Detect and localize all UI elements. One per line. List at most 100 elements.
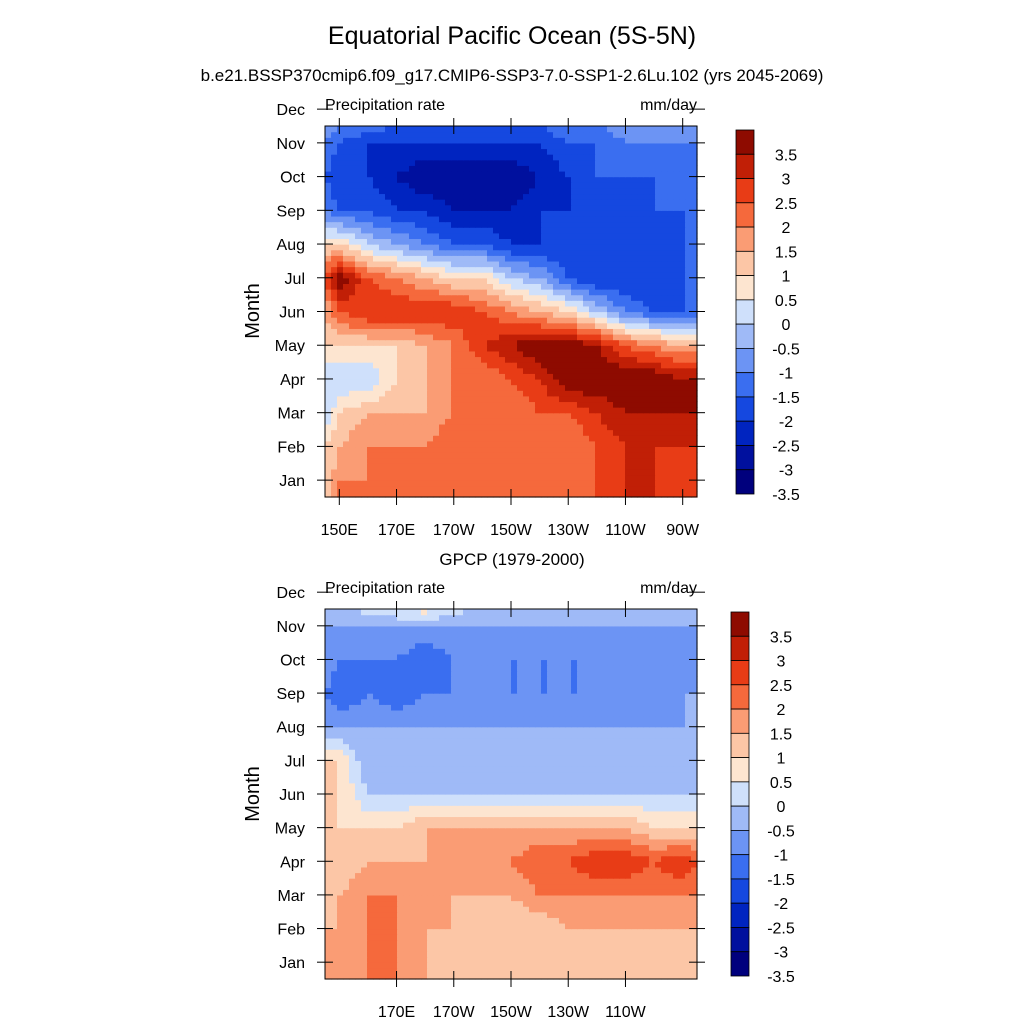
heatmap-cell xyxy=(499,395,506,403)
heatmap-cell xyxy=(631,176,638,183)
heatmap-cell xyxy=(469,266,476,273)
heatmap-cell xyxy=(517,412,524,419)
heatmap-cell xyxy=(661,182,668,189)
heatmap-cell xyxy=(673,339,680,346)
heatmap-cell xyxy=(607,317,614,324)
heatmap-cell xyxy=(667,283,674,290)
heatmap-cell xyxy=(325,435,332,442)
heatmap-cell xyxy=(631,440,638,448)
heatmap-cell xyxy=(481,204,488,211)
heatmap-cell xyxy=(505,244,512,251)
heatmap-cell xyxy=(355,238,362,245)
heatmap-cell xyxy=(451,266,458,273)
heatmap-cell xyxy=(583,204,590,211)
heatmap-cell xyxy=(349,435,356,442)
heatmap-cell xyxy=(625,350,632,358)
heatmap-cell xyxy=(529,272,536,279)
heatmap-cell xyxy=(565,435,572,442)
heatmap-cell xyxy=(433,289,440,296)
heatmap-cell xyxy=(337,973,344,980)
panel-left-label: Precipitation rate xyxy=(325,580,445,597)
heatmap-cell xyxy=(565,401,572,408)
heatmap-cell xyxy=(487,126,494,133)
heatmap-cell xyxy=(469,154,476,161)
heatmap-cell xyxy=(649,199,656,206)
heatmap-cell xyxy=(667,485,674,492)
heatmap-cell xyxy=(355,182,362,189)
heatmap-cell xyxy=(511,154,518,161)
heatmap-cell xyxy=(613,300,620,307)
heatmap-cell xyxy=(445,210,452,217)
heatmap-cell xyxy=(607,435,614,442)
heatmap-cell xyxy=(607,950,614,958)
heatmap-cell xyxy=(355,485,362,492)
heatmap-cell xyxy=(415,423,422,431)
heatmap-cell xyxy=(367,142,374,150)
heatmap-cell xyxy=(433,244,440,251)
heatmap-cell xyxy=(517,176,524,183)
heatmap-cell xyxy=(667,249,674,256)
heatmap-cell xyxy=(355,474,362,481)
heatmap-cell xyxy=(577,423,584,431)
heatmap-cell xyxy=(457,395,464,403)
heatmap-cell xyxy=(463,356,470,363)
heatmap-cell xyxy=(427,491,434,498)
heatmap-cell xyxy=(613,345,620,352)
heatmap-cell xyxy=(487,204,494,211)
heatmap-cell xyxy=(349,928,356,935)
heatmap-cell xyxy=(613,126,620,133)
heatmap-cell xyxy=(691,249,698,256)
heatmap-cell xyxy=(499,480,506,487)
heatmap-cell xyxy=(361,277,368,284)
heatmap-cell xyxy=(361,305,368,313)
heatmap-cell xyxy=(439,973,446,980)
heatmap-cell xyxy=(331,300,338,307)
heatmap-cell xyxy=(397,277,404,284)
heatmap-cell xyxy=(433,328,440,335)
heatmap-cell xyxy=(499,148,506,155)
heatmap-cell xyxy=(499,911,506,918)
heatmap-cell xyxy=(331,407,338,414)
heatmap-cell xyxy=(607,305,614,313)
heatmap-cell xyxy=(421,917,428,924)
heatmap-cell xyxy=(631,457,638,464)
heatmap-cell xyxy=(367,362,374,369)
heatmap-cell xyxy=(493,227,500,234)
heatmap-cell xyxy=(685,945,692,952)
heatmap-cell xyxy=(493,345,500,352)
heatmap-cell xyxy=(415,170,422,178)
heatmap-cell xyxy=(373,131,380,138)
heatmap-cell xyxy=(553,289,560,296)
heatmap-cell xyxy=(529,491,536,498)
heatmap-cell xyxy=(577,260,584,268)
heatmap-cell xyxy=(559,159,566,166)
heatmap-cell xyxy=(535,272,542,279)
heatmap-cell xyxy=(601,193,608,200)
heatmap-cell xyxy=(673,362,680,369)
heatmap-cell xyxy=(517,474,524,481)
heatmap-cell xyxy=(559,238,566,245)
heatmap-cell xyxy=(613,232,620,240)
colorbar-box xyxy=(735,178,755,204)
heatmap-cell xyxy=(433,300,440,307)
heatmap-cell xyxy=(475,272,482,279)
heatmap-cell xyxy=(667,215,674,223)
heatmap-cell xyxy=(337,922,344,930)
heatmap-cell xyxy=(535,227,542,234)
heatmap-cell xyxy=(691,962,698,969)
heatmap-cell xyxy=(439,401,446,408)
heatmap-cell xyxy=(649,283,656,290)
heatmap-cell xyxy=(655,922,662,930)
heatmap-cell xyxy=(649,345,656,352)
heatmap-cell xyxy=(409,384,416,391)
heatmap-cell xyxy=(583,418,590,425)
heatmap-cell xyxy=(355,170,362,178)
heatmap-cell xyxy=(637,384,644,391)
heatmap-cell xyxy=(523,232,530,240)
heatmap-cell xyxy=(511,362,518,369)
heatmap-cell xyxy=(577,126,584,133)
heatmap-cell xyxy=(367,260,374,268)
heatmap-cell xyxy=(547,934,554,941)
heatmap-cell xyxy=(469,480,476,487)
